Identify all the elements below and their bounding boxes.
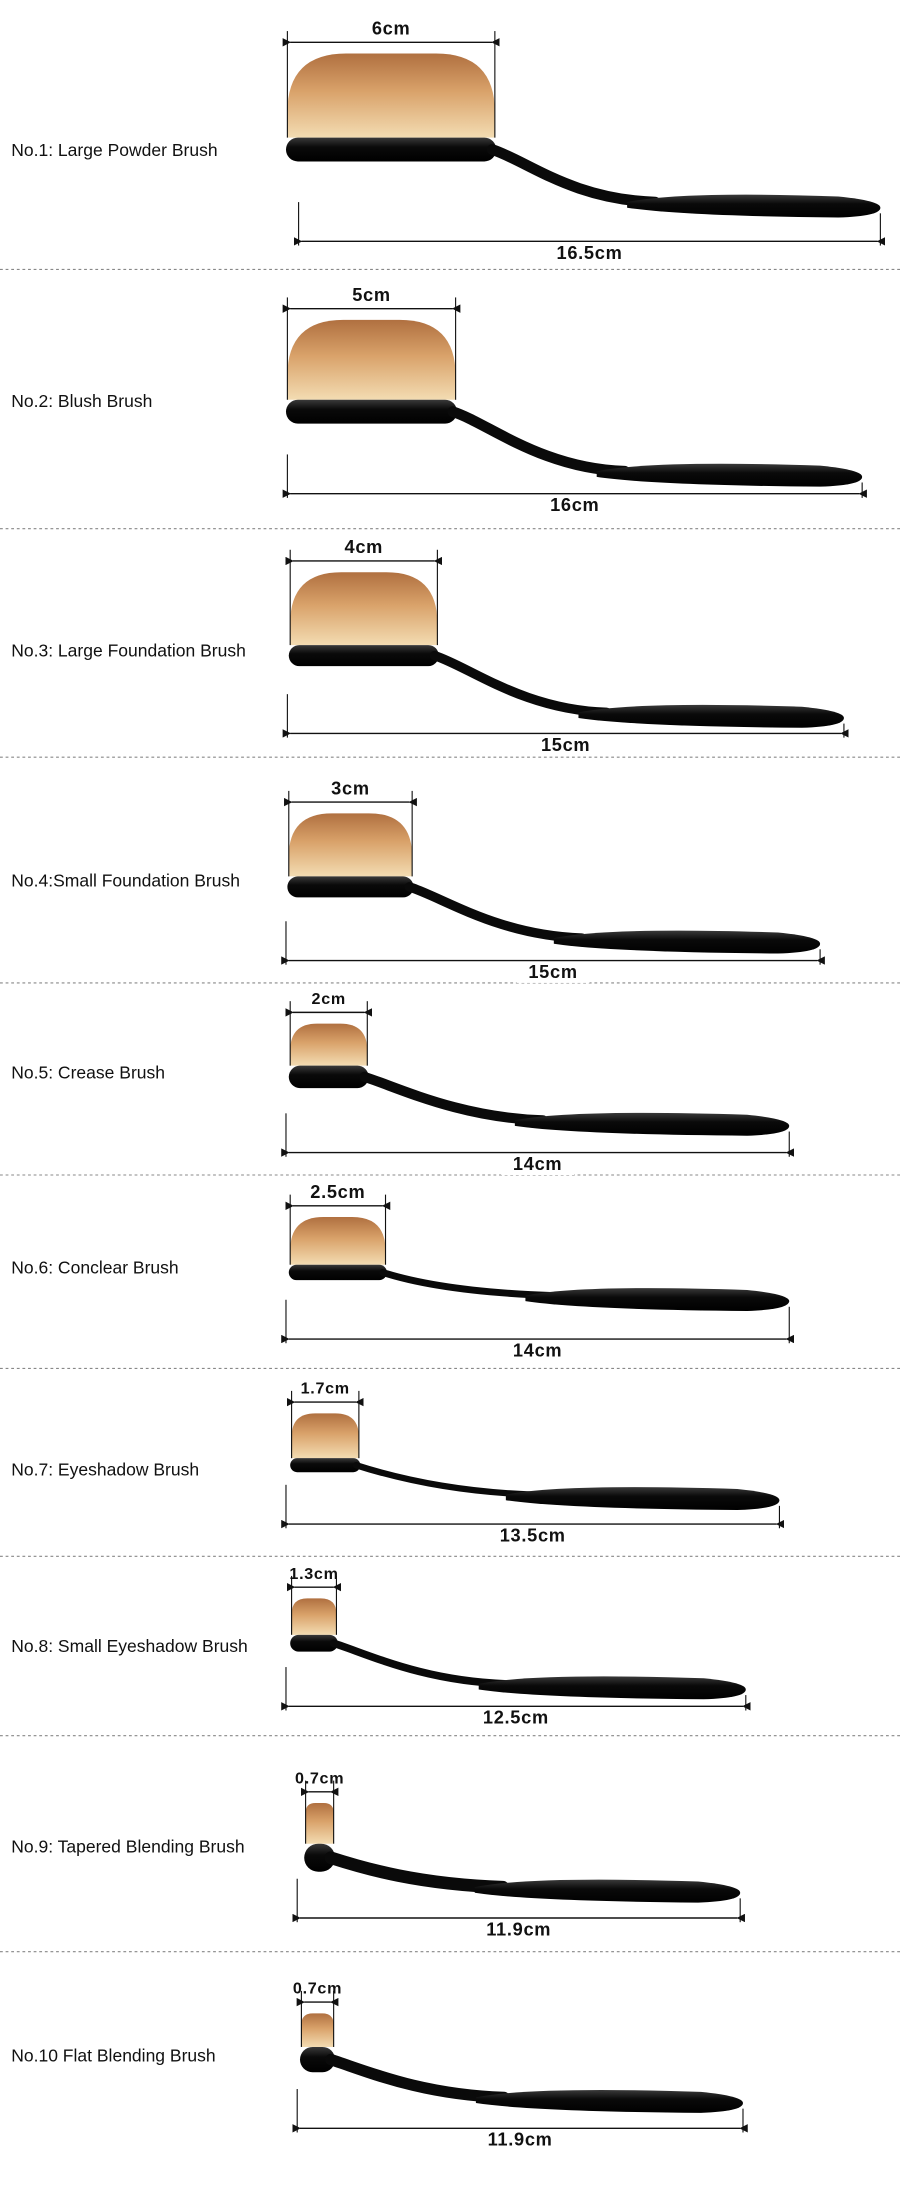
brush-neck: [352, 1462, 538, 1498]
brush-neck: [429, 650, 612, 718]
brush-head: [290, 1217, 386, 1265]
brush-row: No.1: Large Powder Brush 6cm 16.5cm: [11, 18, 886, 264]
brush-row: No.3: Large Foundation Brush 4cm 15cm: [11, 537, 849, 756]
length-label: 15cm: [541, 735, 590, 755]
brush-collar: [288, 1065, 369, 1089]
head-width-label: 6cm: [372, 18, 411, 38]
label-bg: [501, 1155, 575, 1175]
brush-collar: [287, 876, 414, 898]
brush-collar: [285, 137, 497, 162]
head-width-label: 4cm: [344, 537, 383, 557]
brush-collar: [300, 2046, 336, 2073]
brush-label: No.9: Tapered Blending Brush: [11, 1837, 244, 1857]
brush-head: [288, 813, 413, 877]
brush-collar: [290, 1458, 361, 1473]
brush-row: No.5: Crease Brush 2cm 14cm: [11, 990, 795, 1175]
brush-handle: [578, 704, 844, 728]
brush-head: [287, 319, 456, 400]
brush-head: [305, 1803, 334, 1844]
brush-neck: [359, 1071, 548, 1126]
label-bg: [516, 963, 590, 983]
brush-label: No.6: Conclear Brush: [11, 1258, 178, 1278]
brush-label: No.4:Small Foundation Brush: [11, 871, 240, 891]
brush-head: [290, 1023, 368, 1066]
brush-label: No.3: Large Foundation Brush: [11, 641, 246, 661]
brush-handle: [505, 1487, 780, 1511]
brush-row: No.4:Small Foundation Brush 3cm 15cm: [11, 778, 825, 983]
brush-neck: [486, 144, 661, 208]
brush-row: No.10 Flat Blending Brush 0.7cm 11.9cm: [11, 1980, 748, 2151]
brush-head: [290, 572, 438, 646]
brush-collar: [288, 645, 439, 667]
head-width-label: 1.3cm: [289, 1565, 338, 1583]
head-width-label: 2.5cm: [310, 1182, 365, 1202]
brush-label: No.1: Large Powder Brush: [11, 140, 217, 160]
length-label: 12.5cm: [483, 1708, 549, 1728]
label-bg: [496, 1526, 570, 1547]
label-bg: [529, 736, 603, 756]
label-bg: [482, 1920, 556, 1941]
brush-handle: [474, 1879, 741, 1903]
label-bg: [483, 2131, 557, 2151]
length-label: 11.9cm: [486, 1919, 551, 1939]
label-bg: [479, 1709, 553, 1729]
brush-collar: [285, 399, 458, 424]
brush-label: No.7: Eyeshadow Brush: [11, 1459, 199, 1479]
head-width-label: 0.7cm: [295, 1769, 344, 1787]
length-label: 14cm: [513, 1340, 562, 1360]
label-bg: [501, 1341, 575, 1362]
brush-head: [291, 1413, 359, 1459]
brush-label: No.8: Small Eyeshadow Brush: [11, 1636, 248, 1656]
label-bg: [538, 496, 612, 517]
brush-handle: [553, 930, 821, 954]
brush-label: No.5: Crease Brush: [11, 1063, 165, 1083]
length-label: 16cm: [550, 495, 599, 515]
brush-collar: [304, 1843, 336, 1872]
brush-handle: [627, 194, 881, 218]
brush-neck: [404, 882, 587, 943]
brush-handle: [514, 1112, 790, 1136]
brush-head: [291, 1598, 337, 1635]
brush-handle: [525, 1288, 790, 1311]
brush-label: No.2: Blush Brush: [11, 391, 152, 411]
length-label: 14cm: [513, 1154, 562, 1174]
brush-neck: [325, 2053, 510, 2104]
brush-head: [301, 2013, 334, 2047]
brush-handle: [596, 463, 863, 487]
brush-row: No.2: Blush Brush 5cm 16cm: [11, 285, 867, 517]
brush-neck: [447, 406, 631, 477]
brush-collar: [288, 1264, 387, 1281]
length-label: 16.5cm: [556, 243, 622, 263]
length-label: 11.9cm: [488, 2130, 553, 2150]
brush-neck: [329, 1639, 511, 1688]
brush-collar: [290, 1634, 338, 1652]
brush-row: No.8: Small Eyeshadow Brush 1.3cm 12.5cm: [11, 1565, 751, 1729]
brush-row: No.6: Conclear Brush 2.5cm 14cm: [11, 1182, 795, 1362]
brush-neck: [379, 1268, 557, 1300]
label-bg: [553, 244, 626, 264]
brush-neck: [324, 1851, 510, 1894]
head-width-label: 5cm: [352, 285, 391, 305]
length-label: 13.5cm: [500, 1525, 566, 1545]
brush-label: No.10 Flat Blending Brush: [11, 2045, 215, 2065]
brush-row: No.7: Eyeshadow Brush 1.7cm 13.5cm: [11, 1380, 785, 1547]
brush-handle: [478, 1676, 746, 1700]
brush-head: [287, 53, 495, 138]
brush-row: No.9: Tapered Blending Brush 0.7cm 11.9cm: [11, 1769, 745, 1941]
head-width-label: 3cm: [331, 778, 370, 798]
head-width-label: 0.7cm: [293, 1980, 342, 1998]
head-width-label: 2cm: [312, 990, 346, 1008]
brush-handle: [475, 2089, 743, 2113]
length-label: 15cm: [528, 962, 577, 982]
head-width-label: 1.7cm: [301, 1380, 350, 1398]
